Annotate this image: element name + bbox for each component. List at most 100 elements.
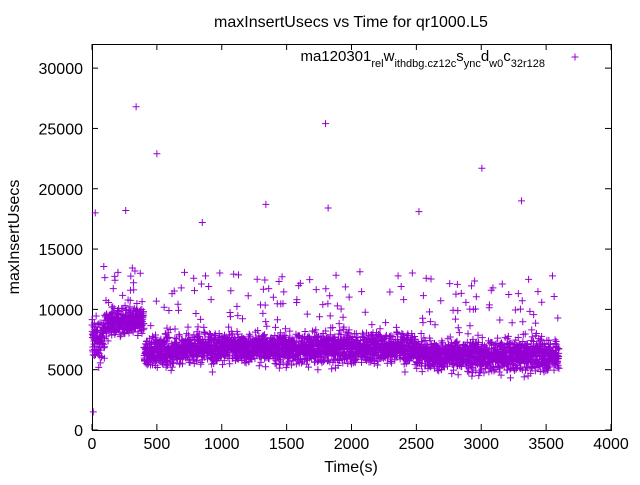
data-point [329,324,337,332]
data-point [446,280,454,288]
data-point [401,368,409,376]
data-point [262,363,270,371]
data-point [514,290,522,298]
data-point [227,287,235,295]
data-point [276,361,284,369]
data-point [131,267,139,275]
data-point [303,310,311,318]
data-point [339,359,347,367]
data-point [282,332,290,340]
data-point [526,307,534,315]
data-point [324,356,332,364]
data-point [335,320,343,328]
data-point [170,359,178,367]
data-point [408,269,416,277]
data-point [245,330,253,338]
data-point [326,312,334,320]
y-axis-label: maxInsertUsecs [6,180,23,295]
data-point [356,268,364,276]
data-point [167,366,175,374]
data-point [205,283,213,291]
data-point [136,269,144,277]
data-point [368,321,376,329]
y-tick-label: 20000 [39,182,84,199]
x-tick-label: 500 [144,436,171,453]
data-point [261,276,269,284]
data-point [170,287,178,295]
data-point [276,329,284,337]
x-tick-label: 1000 [204,436,240,453]
data-point [171,325,179,333]
data-point [388,359,396,367]
data-point [452,290,460,298]
x-tick-label: 1500 [269,436,305,453]
data-point [373,361,381,369]
data-point [468,282,476,290]
data-point [226,313,234,321]
legend-marker [571,53,579,61]
data-point [358,288,366,296]
data-point [292,360,300,368]
data-point [95,363,103,371]
data-point [269,293,277,301]
data-point [394,272,402,280]
data-point [175,306,183,314]
data-point [97,353,105,361]
data-point [275,277,283,285]
data-point [254,326,262,334]
data-point [297,359,305,367]
data-point [551,336,559,344]
x-tick-label: 3500 [528,436,564,453]
data-point [340,323,348,331]
data-point [138,329,146,337]
data-point [548,272,556,280]
data-point [234,271,242,279]
data-point [455,329,463,337]
y-tick-label: 10000 [39,302,84,319]
data-point [225,323,233,331]
data-point [202,272,210,280]
y-tick-label: 5000 [47,363,83,380]
data-point [270,353,278,361]
data-point [152,297,160,305]
data-point [195,330,203,338]
data-point [153,363,161,371]
y-tick-label: 25000 [39,121,84,138]
data-point [139,326,147,334]
data-point [314,366,322,374]
data-point [469,369,477,377]
data-point [322,120,330,128]
data-point [100,263,108,271]
data-point [116,333,124,341]
data-point [134,328,142,336]
data-point [352,355,360,363]
data-point [337,305,345,313]
x-axis: 0 500 1000 1500 2000 2500 3000 3500 4000 [88,44,629,453]
data-point [181,268,189,276]
data-point [140,308,148,316]
data-point [468,372,476,380]
data-point [332,271,340,279]
data-point [130,279,138,287]
data-point [207,296,215,304]
data-point [530,311,538,319]
data-point [262,318,270,326]
data-point [178,360,186,368]
data-point [519,318,527,326]
data-point [213,343,221,351]
data-point [191,287,199,295]
data-point [400,296,408,304]
data-point [208,368,216,376]
data-point [454,307,462,315]
data-point [279,300,287,308]
data-point [397,283,405,291]
data-point [216,269,224,277]
data-point [457,289,465,297]
data-point [415,208,423,216]
data-point [341,283,349,291]
data-point [425,308,433,316]
data-point [361,308,369,316]
data-point [259,285,267,293]
data-point [345,293,353,301]
